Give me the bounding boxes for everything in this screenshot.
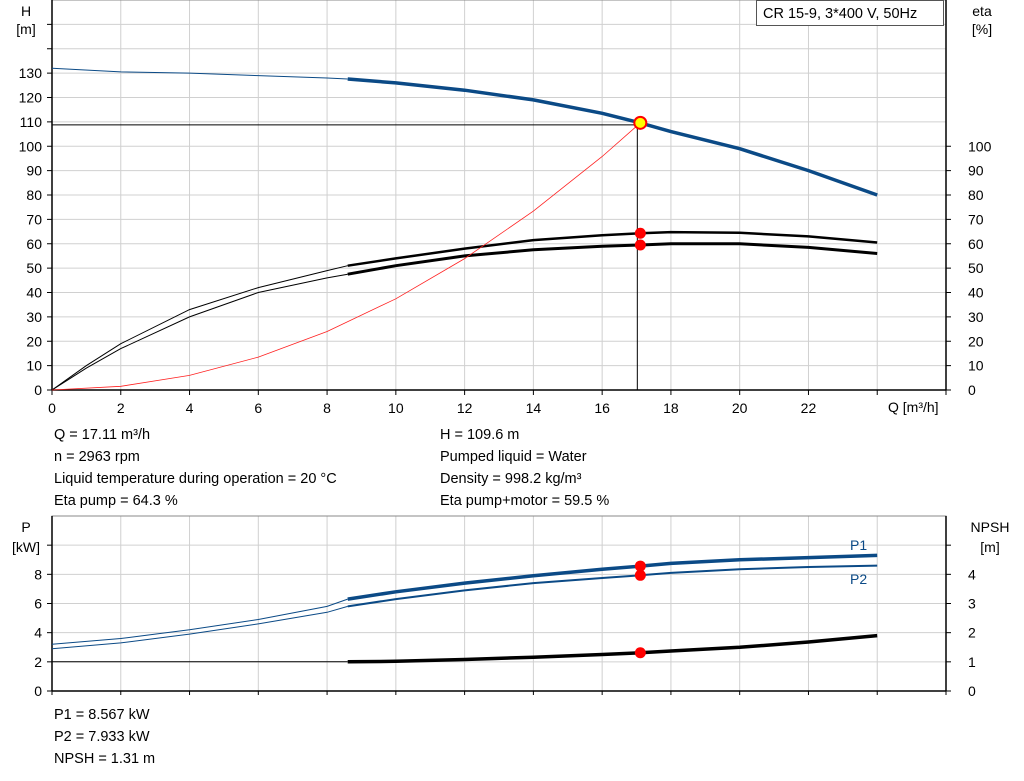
- x-axis-label: Q [m³/h]: [888, 399, 939, 415]
- info-p2: P2 = 7.933 kW: [54, 729, 150, 745]
- p2-series-label: P2: [850, 571, 867, 587]
- info-density: Density = 998.2 kg/m³: [440, 471, 582, 487]
- y2-tick-label: 40: [968, 285, 984, 301]
- eta_pump-curve: [347, 230, 878, 267]
- y-tick-label: 6: [34, 596, 42, 612]
- P1-curve-extrapolated: [51, 598, 348, 645]
- y2-tick-label: 0: [968, 683, 976, 699]
- y-tick-label: 2: [34, 654, 42, 670]
- y-axis-unit: [kW]: [12, 539, 40, 555]
- y2-tick-label: 100: [968, 138, 992, 154]
- y-tick-label: 30: [26, 309, 42, 325]
- y-axis-unit: [m]: [16, 21, 35, 37]
- x-tick-label: 12: [457, 400, 473, 416]
- y-tick-label: 20: [26, 333, 42, 349]
- y-tick-label: 110: [20, 114, 43, 130]
- y2-tick-label: 3: [968, 596, 976, 612]
- x-tick-label: 8: [323, 400, 331, 416]
- y2-axis-unit: [%]: [972, 21, 992, 37]
- y-tick-label: 10: [26, 358, 42, 374]
- eta_pump_motor-curve-extrapolated: [51, 273, 348, 391]
- p1-point: [634, 560, 646, 572]
- pump-model-box: CR 15-9, 3*400 V, 50Hz: [756, 0, 944, 26]
- x-tick-label: 20: [732, 400, 748, 416]
- info-n: n = 2963 rpm: [54, 449, 140, 465]
- info-liquid: Pumped liquid = Water: [440, 449, 587, 465]
- head-curve-extrapolated: [51, 67, 348, 80]
- y2-tick-label: 90: [968, 163, 984, 179]
- y-tick-label: 70: [26, 211, 42, 227]
- x-tick-label: 2: [117, 400, 125, 416]
- npsh-point: [634, 647, 646, 659]
- x-tick-label: 0: [48, 400, 56, 416]
- y-tick-label: 120: [19, 90, 43, 106]
- info-h: H = 109.6 m: [440, 427, 520, 443]
- P2-curve-extrapolated: [51, 605, 348, 650]
- y2-tick-label: 30: [968, 309, 984, 325]
- y2-tick-label: 4: [968, 566, 976, 582]
- eta-pump-point: [634, 227, 646, 239]
- y-tick-label: 90: [26, 163, 42, 179]
- y-tick-label: 50: [26, 260, 42, 276]
- y2-tick-label: 2: [968, 625, 976, 641]
- y2-tick-label: 0: [968, 382, 976, 398]
- y-axis-label: H: [21, 3, 31, 19]
- x-tick-label: 14: [526, 400, 542, 416]
- eta-pump-motor-point: [634, 239, 646, 251]
- info-q: Q = 17.11 m³/h: [54, 427, 151, 443]
- info-p1: P1 = 8.567 kW: [54, 707, 150, 723]
- info-eta-pump: Eta pump = 64.3 %: [54, 493, 178, 509]
- y-tick-label: 80: [26, 187, 42, 203]
- y2-tick-label: 60: [968, 236, 984, 252]
- info-left: Q = 17.11 m³/h n = 2963 rpm Liquid tempe…: [54, 424, 337, 512]
- NPSH-curve: [347, 633, 878, 664]
- p2-point: [634, 569, 646, 581]
- y2-tick-label: 50: [968, 260, 984, 276]
- y-tick-label: 40: [26, 285, 42, 301]
- y-tick-label: 130: [19, 65, 43, 81]
- x-tick-label: 10: [388, 400, 404, 416]
- info-bottom: P1 = 8.567 kW P2 = 7.933 kW NPSH = 1.31 …: [54, 704, 155, 770]
- system-curve-extrapolated: [51, 122, 641, 391]
- eta_pump_motor-curve: [347, 242, 878, 276]
- info-temp: Liquid temperature during operation = 20…: [54, 471, 337, 487]
- p1-series-label: P1: [850, 537, 867, 553]
- y2-tick-label: 10: [968, 358, 984, 374]
- eta_pump-curve-extrapolated: [51, 265, 348, 391]
- y2-tick-label: 20: [968, 333, 984, 349]
- y2-axis-unit: [m]: [980, 539, 999, 555]
- y-tick-label: 4: [34, 625, 42, 641]
- y-tick-label: 0: [34, 683, 42, 699]
- x-tick-label: 4: [186, 400, 194, 416]
- y-tick-label: 0: [34, 382, 42, 398]
- y-axis-label: P: [21, 519, 30, 535]
- y2-axis-label: NPSH: [971, 519, 1010, 535]
- y2-tick-label: 70: [968, 211, 984, 227]
- info-eta-pump-motor: Eta pump+motor = 59.5 %: [440, 493, 610, 509]
- y-tick-label: 8: [34, 566, 42, 582]
- P2-curve: [347, 564, 878, 608]
- x-tick-label: 16: [594, 400, 610, 416]
- P1-curve: [347, 553, 878, 601]
- head-curve: [347, 77, 878, 197]
- x-tick-label: 22: [801, 400, 817, 416]
- x-tick-label: 6: [254, 400, 262, 416]
- y-tick-label: 100: [19, 138, 43, 154]
- info-npsh: NPSH = 1.31 m: [54, 751, 156, 767]
- y2-tick-label: 1: [968, 654, 976, 670]
- duty-point: [633, 115, 648, 130]
- info-right: H = 109.6 m Pumped liquid = Water Densit…: [440, 424, 609, 512]
- y-tick-label: 60: [26, 236, 42, 252]
- y2-axis-label: eta: [972, 3, 992, 19]
- x-tick-label: 18: [663, 400, 679, 416]
- y2-tick-label: 80: [968, 187, 984, 203]
